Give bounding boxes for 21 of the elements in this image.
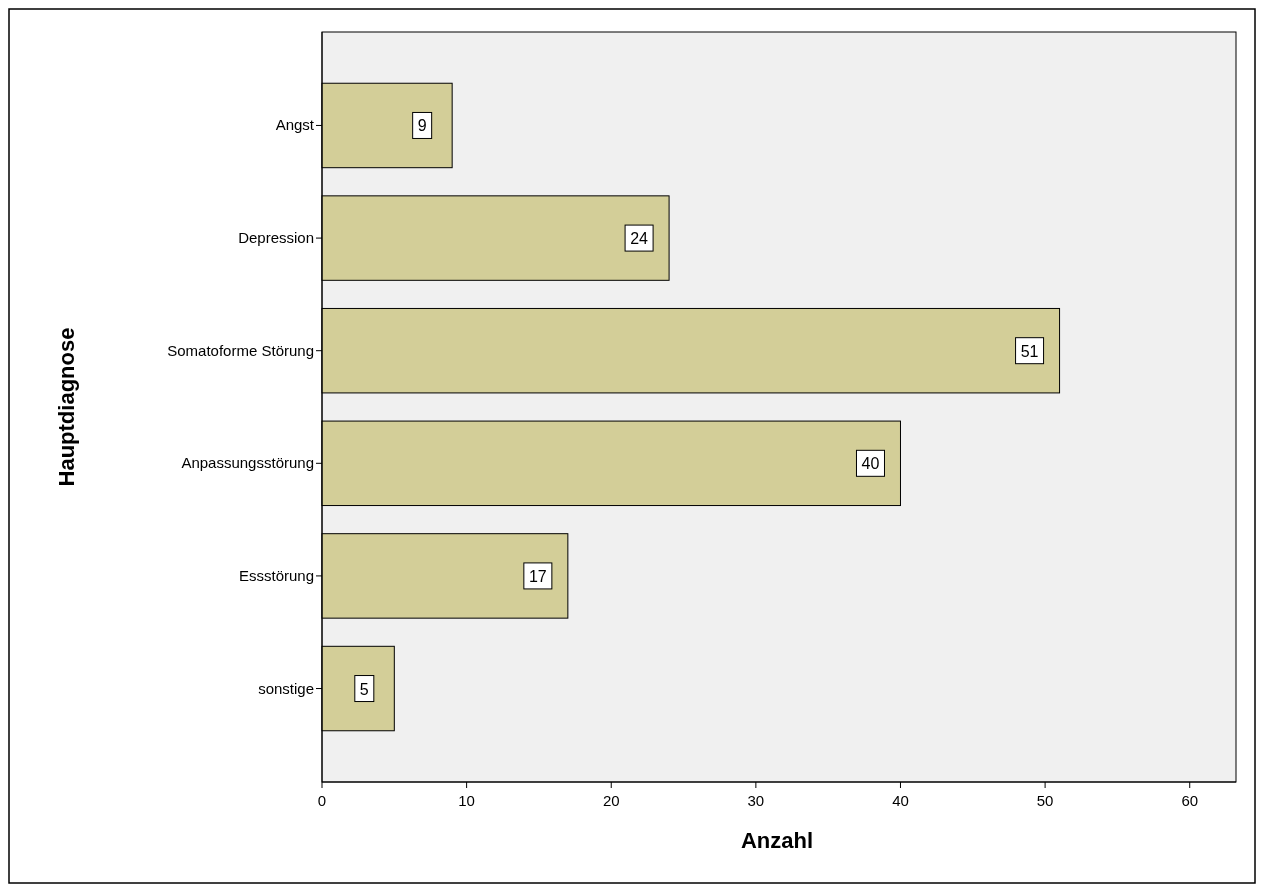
x-tick-label: 40 <box>892 792 909 809</box>
x-tick-label: 10 <box>458 792 475 809</box>
y-tick-label: sonstige <box>258 679 314 697</box>
x-axis-title: Anzahl <box>740 828 814 853</box>
data-label: 17 <box>528 567 547 585</box>
y-tick-label: Anpassungsstörung <box>181 454 314 472</box>
y-tick-label: Depression <box>238 229 314 247</box>
data-label: 5 <box>359 680 369 698</box>
data-label: 24 <box>630 230 649 248</box>
y-tick-label: Essstörung <box>238 566 314 584</box>
data-label: 40 <box>861 455 880 473</box>
y-tick-label: Somatoforme Störung <box>167 341 314 359</box>
y-tick-label: Angst <box>275 116 315 134</box>
x-tick-label: 50 <box>1036 792 1054 809</box>
x-tick-label: 0 <box>317 792 327 809</box>
data-label: 9 <box>417 117 427 135</box>
x-tick-label: 60 <box>1181 792 1199 809</box>
data-label: 51 <box>1020 342 1039 360</box>
x-tick-label: 30 <box>747 792 765 809</box>
y-axis-title: Hauptdiagnose <box>54 327 79 487</box>
x-tick-label: 20 <box>602 792 620 809</box>
